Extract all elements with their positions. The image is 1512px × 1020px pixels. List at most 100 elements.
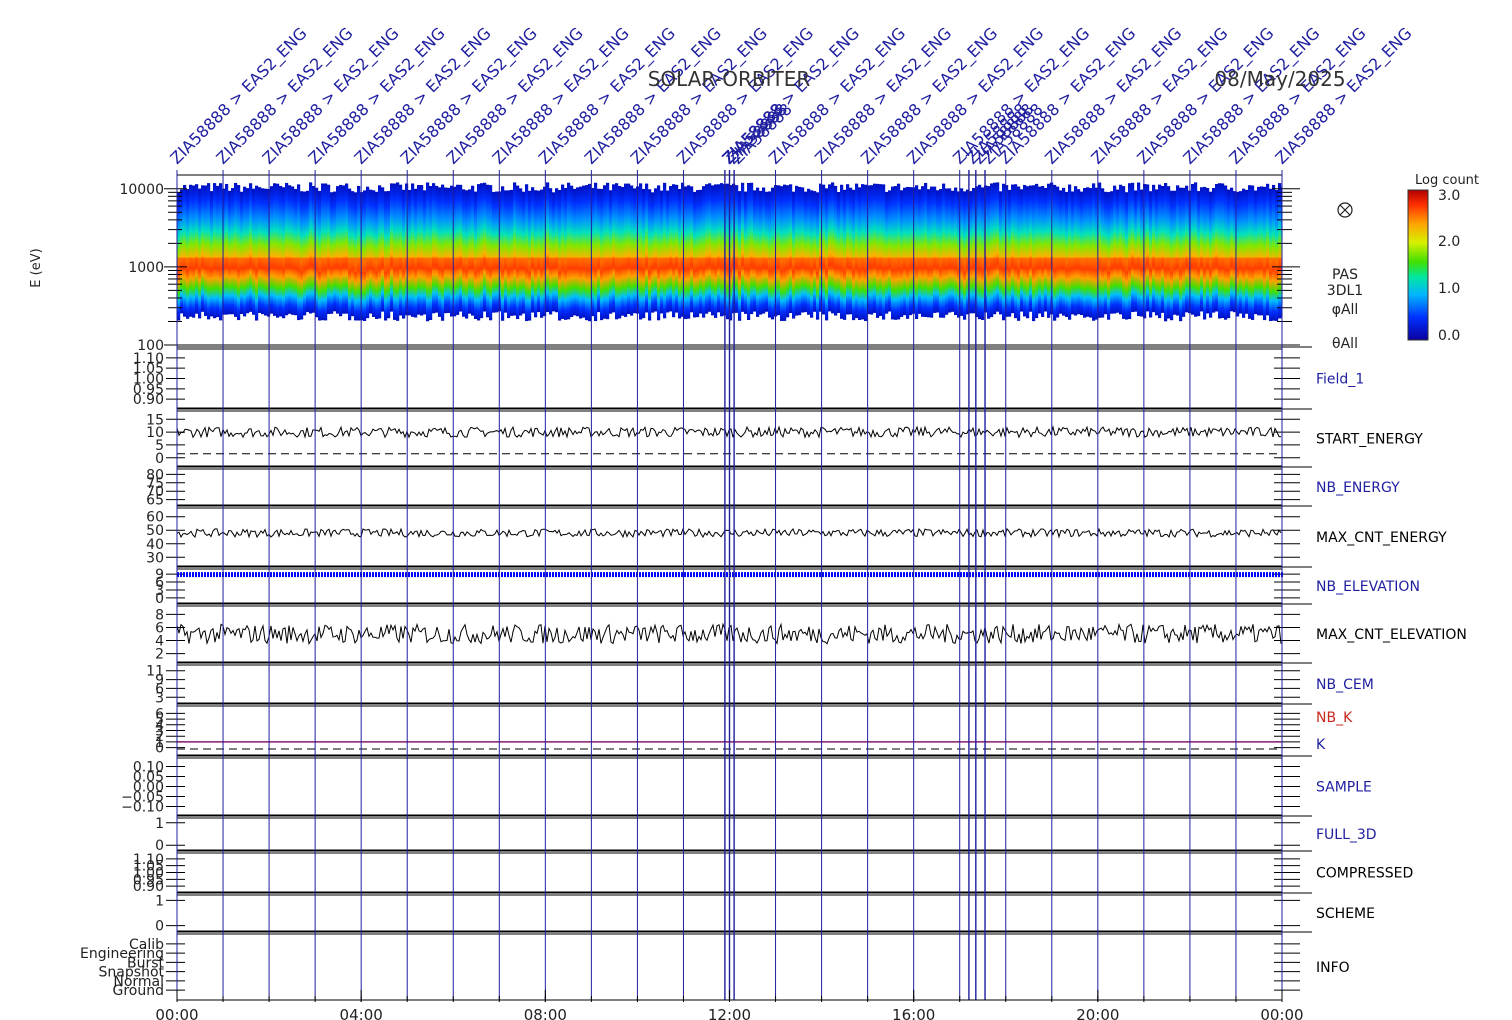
series-mark xyxy=(516,572,518,578)
panel-ytick: 8 xyxy=(155,607,164,623)
series-mark xyxy=(876,572,878,578)
spectrogram-strip xyxy=(342,185,346,314)
series-mark xyxy=(453,572,455,578)
series-mark xyxy=(711,572,713,578)
spectrogram-strip xyxy=(270,186,274,314)
series-mark xyxy=(618,572,620,578)
series-mark xyxy=(303,572,305,578)
series-mark xyxy=(573,572,575,578)
series-mark xyxy=(666,572,668,578)
spectrogram-strip xyxy=(762,187,766,314)
panel-scheme: 1 0 SCHEME xyxy=(155,892,1375,935)
series-mark xyxy=(273,572,275,578)
spectrogram-strip xyxy=(1083,188,1087,318)
spectrogram-strip xyxy=(936,190,940,313)
spectrogram-strip xyxy=(1023,184,1027,317)
panel-full_3d: 1 0 FULL_3D xyxy=(155,815,1377,854)
series-mark xyxy=(1263,572,1265,578)
spectrogram-strip xyxy=(978,184,982,320)
spectrogram-strip xyxy=(849,187,853,315)
spectrogram-strip xyxy=(1059,190,1063,314)
series-mark xyxy=(1179,572,1181,578)
series-mark xyxy=(939,572,941,578)
spectrogram-strip xyxy=(564,187,568,320)
series-mark xyxy=(657,572,659,578)
series-mark xyxy=(807,572,809,578)
spectrogram-strip xyxy=(750,182,754,315)
series-mark xyxy=(624,572,626,578)
spectrogram-strip xyxy=(441,184,445,321)
spectrogram-strip xyxy=(339,184,343,317)
series-mark xyxy=(258,572,260,578)
series-mark xyxy=(603,572,605,578)
series-mark xyxy=(282,572,284,578)
spectrogram-strip xyxy=(771,187,775,320)
spectrogram-strip xyxy=(828,184,832,312)
panel-label: Field_1 xyxy=(1316,372,1364,388)
series-mark xyxy=(540,572,542,578)
spectrogram-strip xyxy=(1008,189,1012,317)
series-mark xyxy=(339,572,341,578)
spectrogram-strip xyxy=(738,191,742,321)
panel-ytick: 75 xyxy=(146,476,164,492)
plot-title: SOLAR-ORBITER xyxy=(648,67,811,91)
spectrogram-strip xyxy=(537,190,541,313)
panel-ytick: 2 xyxy=(155,647,164,663)
spectrogram-strip xyxy=(669,186,673,312)
panel-ytick: 1.00 xyxy=(133,372,164,388)
spectrogram-strip xyxy=(915,185,919,320)
panel-label: SCHEME xyxy=(1316,906,1375,922)
series-mark xyxy=(333,572,335,578)
spectrogram-strip xyxy=(1191,183,1195,315)
spectrogram-strip xyxy=(210,191,214,317)
series-mark xyxy=(1023,572,1025,578)
panel-info: CalibEngineeringBurstSnapshotNormalGroun… xyxy=(80,931,1350,1001)
series-mark xyxy=(693,572,695,578)
spectrogram-strip xyxy=(324,183,328,321)
series-mark xyxy=(486,572,488,578)
spectrogram-strip xyxy=(1212,187,1216,313)
series-mark xyxy=(951,572,953,578)
series-mark xyxy=(1041,572,1043,578)
series-mark xyxy=(411,572,413,578)
series-mark xyxy=(1266,572,1268,578)
panel-sample: 0.100.050.00−0.05−0.10 SAMPLE xyxy=(121,755,1372,816)
series-mark xyxy=(1080,572,1082,578)
panel-ytick: 60 xyxy=(146,510,164,526)
spectrogram-strip xyxy=(666,190,670,313)
spectrogram-strip xyxy=(312,186,316,313)
series-mark xyxy=(372,572,374,578)
spectrogram-strip xyxy=(201,185,205,312)
panel-ytick: 0.95 xyxy=(133,382,164,398)
series-mark xyxy=(477,572,479,578)
time-axis: 00:00 04:00 08:00 12:00 16:00 20:00 00:00 xyxy=(155,990,1304,1020)
spectrogram-strip xyxy=(678,189,682,319)
event-lines xyxy=(176,170,1283,1000)
series-mark xyxy=(1242,572,1244,578)
spectrogram-strip xyxy=(330,192,334,314)
series-mark xyxy=(1218,572,1220,578)
spectrogram-strip xyxy=(1200,187,1204,312)
series-mark xyxy=(1131,572,1133,578)
spectrogram-strip xyxy=(363,190,367,321)
panel-ytick: Snapshot xyxy=(99,965,165,981)
series-mark xyxy=(378,572,380,578)
series-mark xyxy=(1050,572,1052,578)
series-mark xyxy=(1011,572,1013,578)
colorbar-gradient xyxy=(1407,189,1429,341)
series-mark xyxy=(1236,572,1238,578)
spectrogram-strip xyxy=(1155,189,1159,316)
spectrogram-strip xyxy=(987,186,991,319)
panel-ytick: 3 xyxy=(155,690,164,706)
spectrogram-strip xyxy=(300,191,304,320)
series-mark xyxy=(330,572,332,578)
spectrogram-strip xyxy=(411,183,415,317)
series-mark xyxy=(528,572,530,578)
series-mark xyxy=(492,572,494,578)
panel-ytick: 3 xyxy=(155,724,164,740)
spectrogram-strip xyxy=(1005,185,1009,317)
series-mark xyxy=(483,572,485,578)
spectrogram-strip xyxy=(999,191,1003,315)
series-mark xyxy=(297,572,299,578)
spectrogram-strip xyxy=(939,188,943,318)
